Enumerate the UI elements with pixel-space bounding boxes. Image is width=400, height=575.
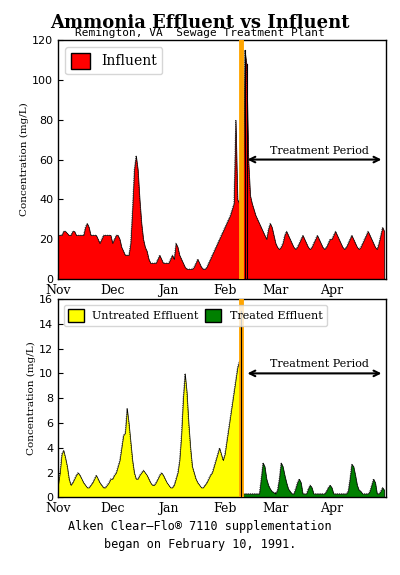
Legend: Influent: Influent xyxy=(65,47,162,74)
Legend: Untreated Effluent, Treated Effluent: Untreated Effluent, Treated Effluent xyxy=(64,305,327,326)
Text: began on February 10, 1991.: began on February 10, 1991. xyxy=(104,538,296,551)
Y-axis label: Concentration (mg/L): Concentration (mg/L) xyxy=(27,342,36,455)
Y-axis label: Concentration (mg/L): Concentration (mg/L) xyxy=(20,103,29,216)
Text: Ammonia Effluent vs Influent: Ammonia Effluent vs Influent xyxy=(50,14,350,32)
Text: Alken Clear–Flo® 7110 supplementation: Alken Clear–Flo® 7110 supplementation xyxy=(68,520,332,534)
Text: Treatment Period: Treatment Period xyxy=(270,145,368,156)
Text: Remington, VA  Sewage Treatment Plant: Remington, VA Sewage Treatment Plant xyxy=(75,28,325,37)
Text: Treatment Period: Treatment Period xyxy=(270,359,368,369)
